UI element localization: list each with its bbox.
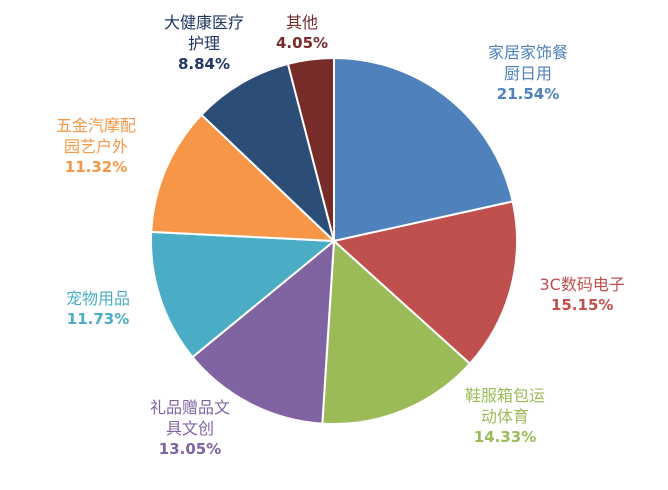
slice-value-label: 8.84% <box>177 55 231 73</box>
slice-value-label: 21.54% <box>496 85 560 103</box>
slice-value-label: 14.33% <box>473 428 537 446</box>
slice-label-5: 五金汽摩配园艺户外 11.32% <box>56 115 136 178</box>
slice-label-6: 大健康医疗护理 8.84% <box>164 12 244 75</box>
slice-label-2: 鞋服箱包运动体育 14.33% <box>465 385 545 448</box>
slice-category-label: 厨日用 <box>504 64 553 83</box>
slice-value-label: 4.05% <box>276 34 329 52</box>
slice-category-label: 动体育 <box>481 407 530 426</box>
slice-category-label: 鞋服箱包运 <box>465 386 546 405</box>
slice-value-label: 15.15% <box>550 296 614 314</box>
pie-slice-2 <box>321 238 472 425</box>
slice-value-label: 13.05% <box>158 440 222 458</box>
slice-value-label: 11.32% <box>64 158 128 176</box>
pie-slice-1 <box>331 200 518 366</box>
slice-category-label: 其他 <box>286 13 319 32</box>
slice-label-4: 宠物用品 11.73% <box>66 288 130 330</box>
slice-category-label: 护理 <box>188 34 221 53</box>
slice-category-label: 大健康医疗 <box>164 13 245 32</box>
pie-slice-5 <box>150 113 337 243</box>
slice-label-0: 家居家饰餐厨日用 21.54% <box>488 42 568 105</box>
slice-label-3: 礼品赠品文具文创 13.05% <box>150 397 230 460</box>
slice-category-label: 五金汽摩配 <box>56 116 137 135</box>
pie-slice-7 <box>286 56 335 242</box>
pie-slice-0 <box>333 56 514 243</box>
slice-category-label: 家居家饰餐 <box>488 43 569 62</box>
pie-slice-3 <box>191 238 336 425</box>
slice-category-label: 3C数码电子 <box>539 275 625 294</box>
slice-category-label: 具文创 <box>166 419 215 438</box>
pie-slice-4 <box>150 230 337 359</box>
slice-label-7: 其他 4.05% <box>276 12 328 54</box>
slice-category-label: 园艺户外 <box>64 137 129 156</box>
slice-label-1: 3C数码电子 15.15% <box>540 274 625 316</box>
slice-value-label: 11.73% <box>66 310 130 328</box>
slice-category-label: 礼品赠品文 <box>150 398 231 417</box>
pie-slice-6 <box>200 62 336 245</box>
slice-category-label: 宠物用品 <box>66 289 131 308</box>
